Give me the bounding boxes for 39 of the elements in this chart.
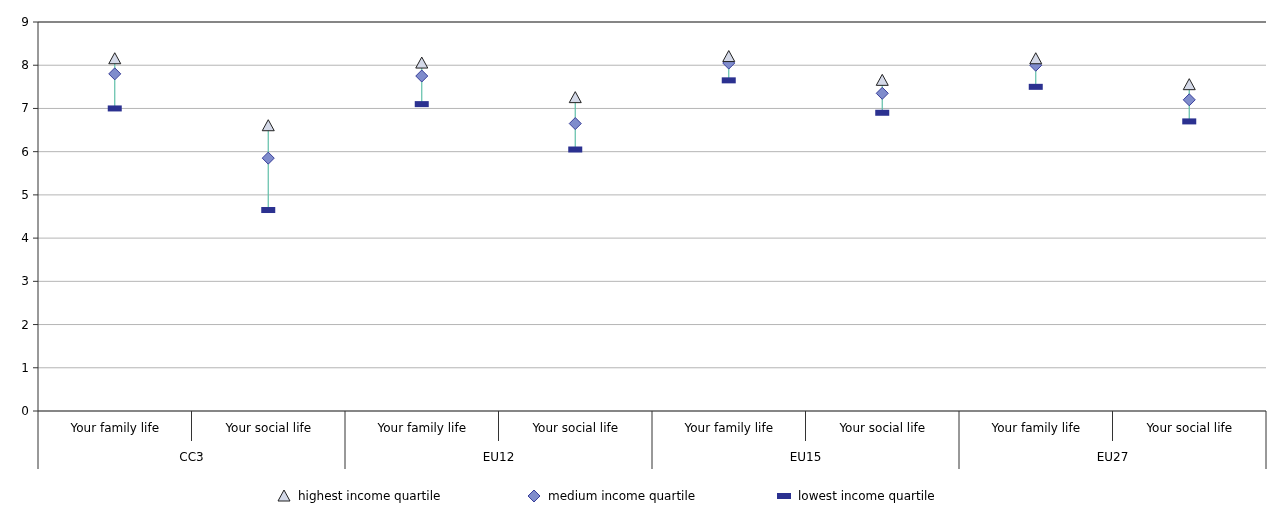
y-tick-label: 8 bbox=[21, 58, 29, 73]
point bbox=[722, 50, 736, 63]
legend-label: medium income quartile bbox=[548, 489, 696, 503]
y-tick-label: 9 bbox=[21, 15, 29, 29]
y-tick-label: 6 bbox=[21, 144, 29, 159]
x-tick-label: Your family life bbox=[990, 421, 1081, 435]
legend-label: lowest income quartile bbox=[798, 489, 935, 503]
x-tick-label: Your social life bbox=[224, 421, 312, 435]
point bbox=[1029, 52, 1043, 65]
text: EU27 bbox=[1096, 450, 1129, 464]
x-tick-label: Your social life bbox=[531, 421, 619, 435]
y-tick-label: 1 bbox=[21, 360, 29, 375]
x-tick-label: Your family life bbox=[376, 421, 467, 435]
legend-label: highest income quartile bbox=[298, 489, 441, 503]
point bbox=[568, 91, 582, 104]
point bbox=[875, 73, 889, 86]
point bbox=[261, 151, 275, 165]
x-tick-label: Your social life bbox=[1145, 421, 1233, 435]
text: CC3 bbox=[179, 450, 204, 464]
x-tick-label: Your family life bbox=[69, 421, 160, 435]
point bbox=[1182, 93, 1196, 107]
point bbox=[875, 86, 889, 100]
y-tick-label: 0 bbox=[21, 404, 29, 418]
point bbox=[108, 67, 122, 81]
y-tick-label: 2 bbox=[21, 317, 29, 332]
point bbox=[568, 117, 582, 131]
point bbox=[415, 56, 429, 69]
text: EU12 bbox=[482, 450, 515, 464]
point bbox=[415, 69, 429, 83]
y-tick-label: 4 bbox=[21, 231, 29, 246]
point bbox=[261, 119, 275, 132]
y-tick-label: 3 bbox=[21, 274, 29, 289]
x-tick-label: Your social life bbox=[838, 421, 926, 435]
y-tick-label: 5 bbox=[21, 187, 29, 202]
point bbox=[108, 52, 122, 65]
text: EU15 bbox=[789, 450, 822, 464]
y-tick-label: 7 bbox=[21, 101, 29, 116]
x-tick-label: Your family life bbox=[683, 421, 774, 435]
point bbox=[1182, 78, 1196, 91]
